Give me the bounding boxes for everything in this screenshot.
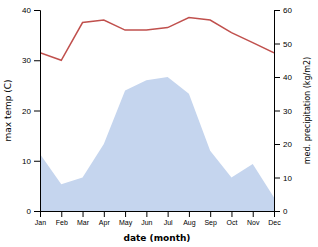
tick-label: Nov (247, 219, 260, 226)
tick: 50 (274, 40, 292, 49)
tick-mark (274, 10, 280, 11)
tick-mark (34, 10, 40, 11)
tick: 0 (274, 207, 288, 216)
tick-mark (274, 44, 280, 45)
y-axis-title: max temp (C) (3, 79, 13, 141)
tick-mark (231, 211, 232, 217)
tick-mark (34, 111, 40, 112)
x-axis: Jan Feb Mar Apr May Jun Jul Aug Sep Oct Nov Dec (35, 211, 281, 227)
tick-mark (210, 211, 211, 217)
tick: Aug (183, 211, 196, 227)
tick-label: 50 (283, 40, 292, 49)
tick-mark (274, 77, 280, 78)
tick: Dec (268, 211, 281, 226)
tick: Jun (141, 211, 152, 226)
tick-mark (189, 211, 190, 217)
tick-mark (146, 211, 147, 217)
marks (40, 18, 274, 211)
x-axis-title: date (month) (124, 233, 191, 243)
temperature-line (40, 18, 274, 61)
tick-label: 20 (283, 140, 292, 149)
tick: Nov (247, 211, 260, 226)
tick: 30 (274, 107, 292, 116)
tick-label: May (119, 219, 133, 227)
tick-mark (104, 211, 105, 217)
y2-axis: 0 10 20 30 40 50 60 (274, 6, 292, 216)
tick-label: 30 (283, 107, 292, 116)
tick-mark (34, 60, 40, 61)
tick-label: 40 (22, 6, 31, 15)
axis-line (275, 11, 281, 212)
tick: Jan (35, 211, 46, 226)
tick-label: 0 (27, 207, 32, 216)
tick-mark (274, 144, 280, 145)
tick: Mar (77, 211, 90, 226)
tick: 10 (274, 174, 292, 183)
tick-label: Sep (204, 219, 217, 227)
tick-label: 20 (22, 107, 31, 116)
y-axis: 0 10 20 30 40 (22, 6, 40, 216)
tick: 40 (22, 6, 40, 15)
tick: 30 (22, 56, 40, 65)
tick: 60 (274, 6, 292, 15)
axis-line (41, 212, 275, 218)
tick: 20 (22, 107, 40, 116)
axis-line (34, 11, 41, 212)
precipitation-area (40, 77, 274, 211)
tick: 20 (274, 140, 292, 149)
tick: 0 (27, 207, 40, 216)
tick-label: Aug (183, 219, 196, 227)
tick: 10 (22, 157, 40, 166)
y2-axis-title: med. precipitation (kg/m2) (303, 57, 312, 164)
tick-label: Jan (35, 219, 46, 226)
tick-label: Apr (99, 219, 111, 227)
tick: Oct (227, 211, 238, 226)
tick-mark (168, 211, 169, 217)
tick-label: Mar (77, 219, 90, 226)
tick-label: 30 (22, 56, 31, 65)
tick: May (119, 211, 133, 227)
tick-label: Feb (56, 219, 68, 226)
tick: Feb (56, 211, 68, 226)
tick-label: 60 (283, 6, 292, 15)
tick-mark (34, 161, 40, 162)
tick-label: Oct (227, 219, 238, 226)
tick-mark (274, 111, 280, 112)
tick-label: Jun (141, 219, 152, 226)
tick-mark (253, 211, 254, 217)
plot: JanFebMarAprMayJunJulAugSepOctNovDec0102… (22, 6, 292, 227)
tick-mark (125, 211, 126, 217)
tick: Apr (99, 211, 111, 227)
tick: 40 (274, 73, 292, 82)
tick-label: 10 (22, 157, 31, 166)
tick-label: 40 (283, 73, 292, 82)
tick-mark (34, 211, 40, 212)
tick-mark (274, 211, 280, 212)
chart: JanFebMarAprMayJunJulAugSepOctNovDec0102… (0, 0, 318, 247)
tick-mark (274, 178, 280, 179)
tick-label: Dec (268, 219, 281, 226)
tick: Sep (204, 211, 217, 227)
tick-label: 10 (283, 174, 292, 183)
tick-mark (61, 211, 62, 217)
tick-mark (83, 211, 84, 217)
tick-label: 0 (283, 207, 288, 216)
tick: Jul (164, 211, 173, 226)
tick-label: Jul (164, 219, 173, 226)
